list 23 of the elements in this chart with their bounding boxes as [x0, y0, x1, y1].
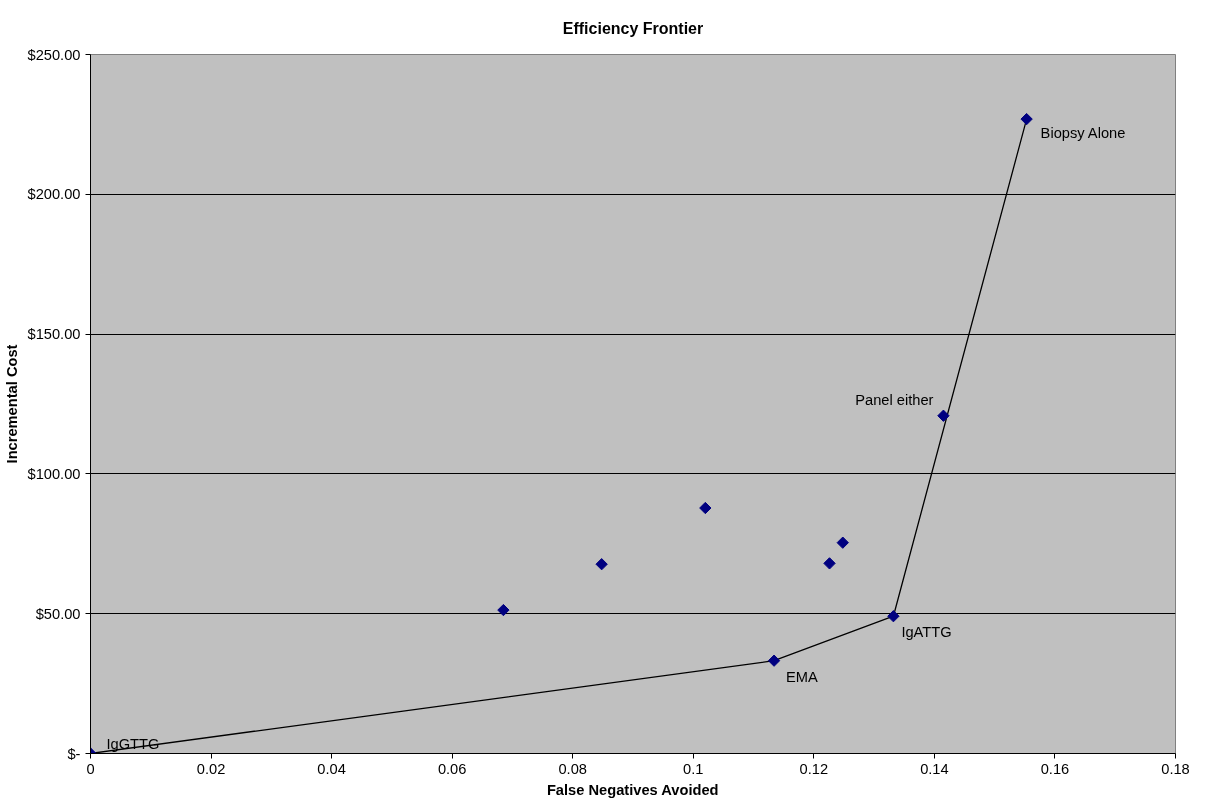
y-tick-label: $250.00: [27, 46, 81, 63]
annotation: Panel either: [855, 391, 934, 408]
y-tick-label: $50.00: [35, 605, 81, 622]
y-tick-label: $200.00: [27, 186, 81, 203]
x-tick-label: 0.18: [1161, 760, 1190, 777]
chart-title: Efficiency Frontier: [562, 20, 704, 37]
x-tick-label: 0.12: [799, 760, 829, 777]
x-tick-label: 0: [86, 760, 95, 777]
x-axis-title: False Negatives Avoided: [546, 781, 719, 798]
y-axis-title: Incremental Cost: [3, 344, 20, 464]
x-tick-label: 0.1: [683, 760, 704, 777]
x-tick-label: 0.16: [1040, 760, 1070, 777]
y-tick-label: $100.00: [27, 465, 81, 482]
x-tick-label: 0.08: [558, 760, 587, 777]
annotation: IgATTG: [901, 624, 952, 641]
x-tick-label: 0.14: [920, 760, 949, 777]
x-tick-label: 0.06: [437, 760, 467, 777]
annotation: EMA: [786, 668, 819, 685]
x-tick-label: 0.02: [196, 760, 226, 777]
x-tick-label: 0.04: [317, 760, 346, 777]
y-tick-label: $-: [67, 745, 81, 762]
annotation: Biopsy Alone: [1040, 125, 1126, 142]
y-tick-label: $150.00: [27, 326, 81, 343]
